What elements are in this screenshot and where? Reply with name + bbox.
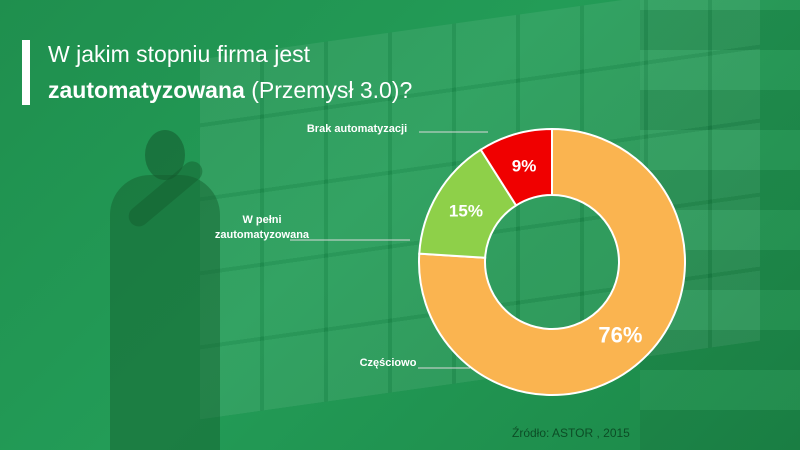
- data-label-2: 15%: [449, 202, 483, 221]
- person-silhouette: [95, 130, 225, 450]
- source-note: Źródło: ASTOR , 2015: [512, 426, 630, 440]
- title-line-1: W jakim stopniu firma jest: [48, 41, 311, 67]
- donut-slice-3: [479, 127, 553, 207]
- category-label-3: Brak automatyzacji: [307, 123, 407, 135]
- data-label-3: 9%: [512, 156, 537, 175]
- title-bold-word: zautomatyzowana: [48, 77, 245, 103]
- title-accent-bar: [22, 40, 30, 105]
- svg-text:Częściowo: Częściowo: [360, 357, 417, 369]
- title-line-2: zautomatyzowana (Przemysł 3.0)?: [48, 72, 412, 108]
- title-rest: (Przemysł 3.0)?: [244, 77, 413, 103]
- slide-title: W jakim stopniu firma jest zautomatyzowa…: [48, 36, 412, 108]
- category-label-1: Częściowo: [360, 357, 417, 369]
- data-label-1: 76%: [598, 322, 642, 347]
- donut-slice-1: [418, 127, 686, 396]
- svg-text:Brak automatyzacji: Brak automatyzacji: [307, 123, 407, 135]
- category-label-2: W pełni zautomatyzowana: [215, 214, 310, 241]
